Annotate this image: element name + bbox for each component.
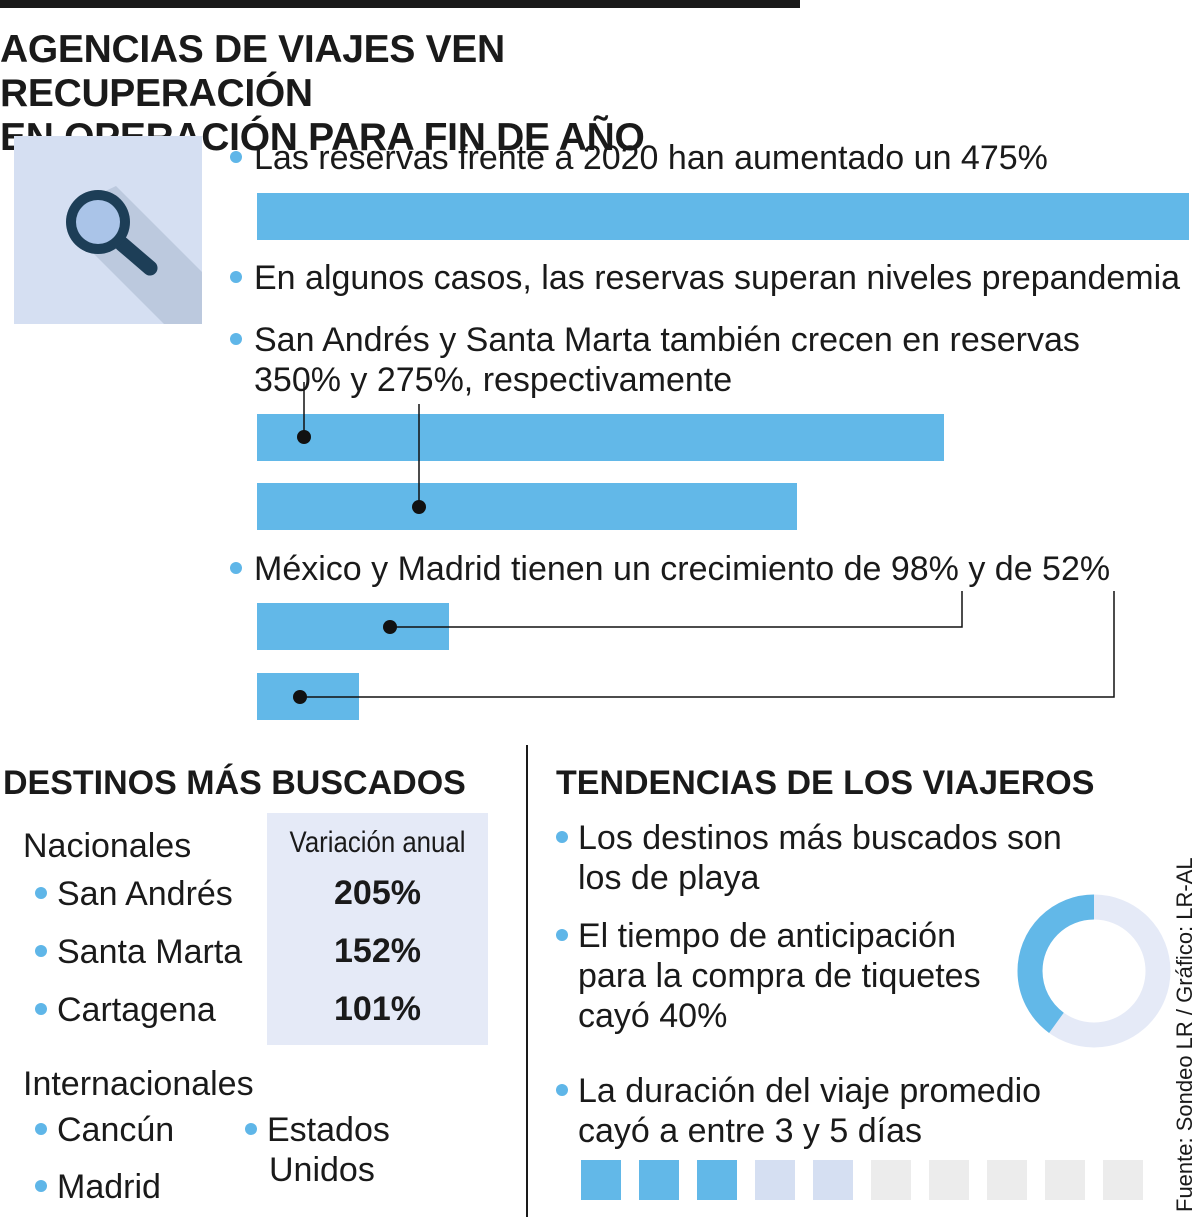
donut-value-arc — [1017, 894, 1171, 1048]
day-square — [813, 1160, 853, 1200]
leader-lines — [300, 382, 1115, 698]
internacional-item: Madrid — [35, 1167, 161, 1207]
tendencias-title: TENDENCIAS DE LOS VIAJEROS — [556, 764, 1095, 802]
internacional-item: Estados Unidos — [245, 1110, 390, 1190]
day-square — [871, 1160, 911, 1200]
bullet-dot — [245, 1123, 257, 1136]
bullet-dot — [230, 333, 242, 346]
bullet-prepandemia-text: En algunos casos, las reservas superan n… — [254, 259, 1181, 297]
bullet-reservas-2020: Las reservas frente a 2020 han aumentado… — [230, 138, 1048, 178]
tendencia-playa: Los destinos más buscados son los de pla… — [556, 818, 1062, 898]
bullet-prepandemia: En algunos casos, las reservas superan n… — [230, 258, 1180, 298]
internacional-name-cont: Unidos — [269, 1151, 375, 1189]
nacional-name: Santa Marta — [57, 933, 243, 971]
section-divider — [526, 745, 528, 1217]
bullet-dot — [35, 1180, 47, 1193]
internacional-name: Cancún — [57, 1111, 175, 1149]
internacionales-label: Internacionales — [23, 1065, 254, 1103]
nacional-item: Cartagena — [35, 990, 216, 1030]
page-title: AGENCIAS DE VIAJES VEN RECUPERACIÓN EN O… — [0, 28, 820, 160]
tendencia-playa-text-1: Los destinos más buscados son — [578, 819, 1062, 857]
internacional-name: Estados — [267, 1111, 390, 1149]
tendencia-anticipacion-text-2: para la compra de tiquetes — [578, 957, 981, 995]
internacional-item: Cancún — [35, 1110, 174, 1150]
pin-mexico — [383, 620, 397, 634]
bullet-dot — [35, 945, 47, 958]
bullet-dot — [556, 1084, 568, 1097]
bullet-san-andres-santa-marta: San Andrés y Santa Marta también crecen … — [230, 320, 1080, 400]
search-icon-box — [14, 136, 202, 324]
bullet-dot — [35, 1123, 47, 1136]
day-square — [1103, 1160, 1143, 1200]
destinos-title: DESTINOS MÁS BUSCADOS — [3, 764, 466, 802]
day-square — [581, 1160, 621, 1200]
pin-madrid — [293, 690, 307, 704]
variacion-header: Variación anual — [289, 826, 466, 859]
bullet-dot — [230, 271, 242, 284]
day-square — [639, 1160, 679, 1200]
internacional-name: Madrid — [57, 1168, 161, 1206]
page-title-line-1: AGENCIAS DE VIAJES VEN RECUPERACIÓN — [0, 28, 505, 115]
leader-line-mexico — [390, 591, 963, 628]
day-square — [929, 1160, 969, 1200]
day-square — [1045, 1160, 1085, 1200]
bullet-san-andres-santa-marta-text-1: San Andrés y Santa Marta también crecen … — [254, 321, 1080, 359]
pin-san-andres — [297, 430, 311, 444]
bar-san-andres — [257, 414, 944, 461]
nacional-name: Cartagena — [57, 991, 216, 1029]
search-icon — [66, 186, 202, 324]
nacional-name: San Andrés — [57, 875, 233, 913]
nacional-value: 205% — [334, 874, 421, 912]
bullet-dot — [230, 151, 242, 164]
pin-santa-marta — [412, 500, 426, 514]
day-square — [755, 1160, 795, 1200]
bullet-reservas-2020-text: Las reservas frente a 2020 han aumentado… — [254, 139, 1048, 177]
nacional-value: 101% — [334, 990, 421, 1028]
source-credit: Fuente: Sondeo LR / Gráfico: LR-AL — [1172, 857, 1197, 1212]
bullet-mexico-madrid: México y Madrid tienen un crecimiento de… — [230, 549, 1110, 589]
nacional-item: Santa Marta — [35, 932, 242, 972]
bar-reservas-2020 — [257, 193, 1189, 240]
bar-santa-marta — [257, 483, 797, 530]
title-top-rule — [0, 0, 800, 8]
tendencia-playa-text-2: los de playa — [578, 859, 760, 897]
tendencia-anticipacion-text-1: El tiempo de anticipación — [578, 917, 957, 955]
bullet-san-andres-santa-marta-text-2: 350% y 275%, respectivamente — [254, 361, 733, 399]
bullet-dot — [230, 562, 242, 575]
bullet-dot — [35, 887, 47, 900]
variacion-box — [267, 813, 488, 1045]
nacionales-label: Nacionales — [23, 827, 192, 865]
tendencia-anticipacion: El tiempo de anticipación para la compra… — [556, 916, 981, 1036]
bullet-dot — [35, 1003, 47, 1016]
bullet-mexico-madrid-text: México y Madrid tienen un crecimiento de… — [254, 550, 1111, 588]
donut-anticipacion — [1017, 894, 1171, 1048]
bullet-dot — [556, 831, 568, 844]
day-square — [987, 1160, 1027, 1200]
tendencia-duracion-text-1: La duración del viaje promedio — [578, 1072, 1042, 1110]
bullet-dot — [556, 929, 568, 942]
nacional-item: San Andrés — [35, 874, 233, 914]
day-square — [697, 1160, 737, 1200]
tendencia-duracion-text-2: cayó a entre 3 y 5 días — [578, 1112, 922, 1150]
nacional-value: 152% — [334, 932, 421, 970]
tendencia-anticipacion-text-3: cayó 40% — [578, 997, 728, 1035]
leader-line-madrid — [300, 591, 1115, 698]
tendencia-duracion: La duración del viaje promedio cayó a en… — [556, 1071, 1041, 1151]
